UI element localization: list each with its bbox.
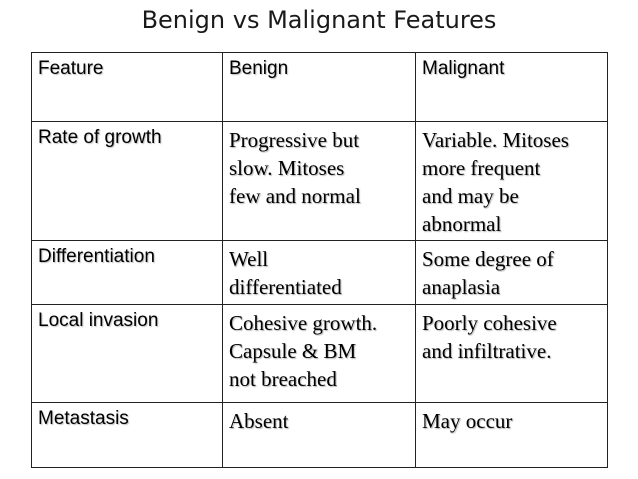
feature-cell: Rate of growth <box>31 121 223 241</box>
slide-title: Benign vs Malignant Features <box>141 6 497 34</box>
cell-line: Some degree of <box>422 247 554 271</box>
table-row: Local invasion Cohesive growth. Capsule … <box>31 304 608 403</box>
feature-cell: Differentiation <box>31 240 223 305</box>
cell-line: May occur <box>422 409 513 433</box>
cell-line: Well <box>229 247 269 271</box>
benign-cell: Absent <box>222 402 416 468</box>
benign-cell: Cohesive growth. Capsule & BM not breach… <box>222 304 416 403</box>
malignant-cell: May occur <box>415 402 608 468</box>
cell-line: Capsule & BM <box>229 339 357 363</box>
cell-line: slow. Mitoses <box>229 156 345 180</box>
benign-cell: Well differentiated <box>222 240 416 305</box>
header-malignant: Malignant <box>415 52 608 122</box>
table-row: Differentiation Well differentiated Some… <box>31 240 608 305</box>
benign-cell: Progressive but slow. Mitoses few and no… <box>222 121 416 241</box>
malignant-cell: Variable. Mitoses more frequent and may … <box>415 121 608 241</box>
comparison-table: Feature Benign Malignant Rate of growth … <box>31 52 608 468</box>
feature-cell: Metastasis <box>31 402 223 468</box>
cell-line: differentiated <box>229 275 342 299</box>
header-benign: Benign <box>222 52 416 122</box>
table-row: Rate of growth Progressive but slow. Mit… <box>31 121 608 241</box>
feature-cell: Local invasion <box>31 304 223 403</box>
cell-line: not breached <box>229 367 337 391</box>
malignant-cell: Some degree of anaplasia <box>415 240 608 305</box>
cell-line: Progressive but <box>229 128 360 152</box>
header-feature: Feature <box>31 52 223 122</box>
cell-line: Variable. Mitoses <box>422 128 569 152</box>
cell-line: anaplasia <box>422 275 501 299</box>
cell-line: Cohesive growth. <box>229 311 378 335</box>
table-row: Metastasis Absent May occur <box>31 402 608 468</box>
cell-line: Poorly cohesive <box>422 311 557 335</box>
cell-line: Absent <box>229 409 289 433</box>
cell-line: few and normal <box>229 184 361 208</box>
cell-line: and infiltrative. <box>422 339 552 363</box>
table-header-row: Feature Benign Malignant <box>31 52 608 122</box>
cell-line: more frequent <box>422 156 541 180</box>
malignant-cell: Poorly cohesive and infiltrative. <box>415 304 608 403</box>
cell-line: and may be <box>422 184 519 208</box>
cell-line: abnormal <box>422 212 502 236</box>
